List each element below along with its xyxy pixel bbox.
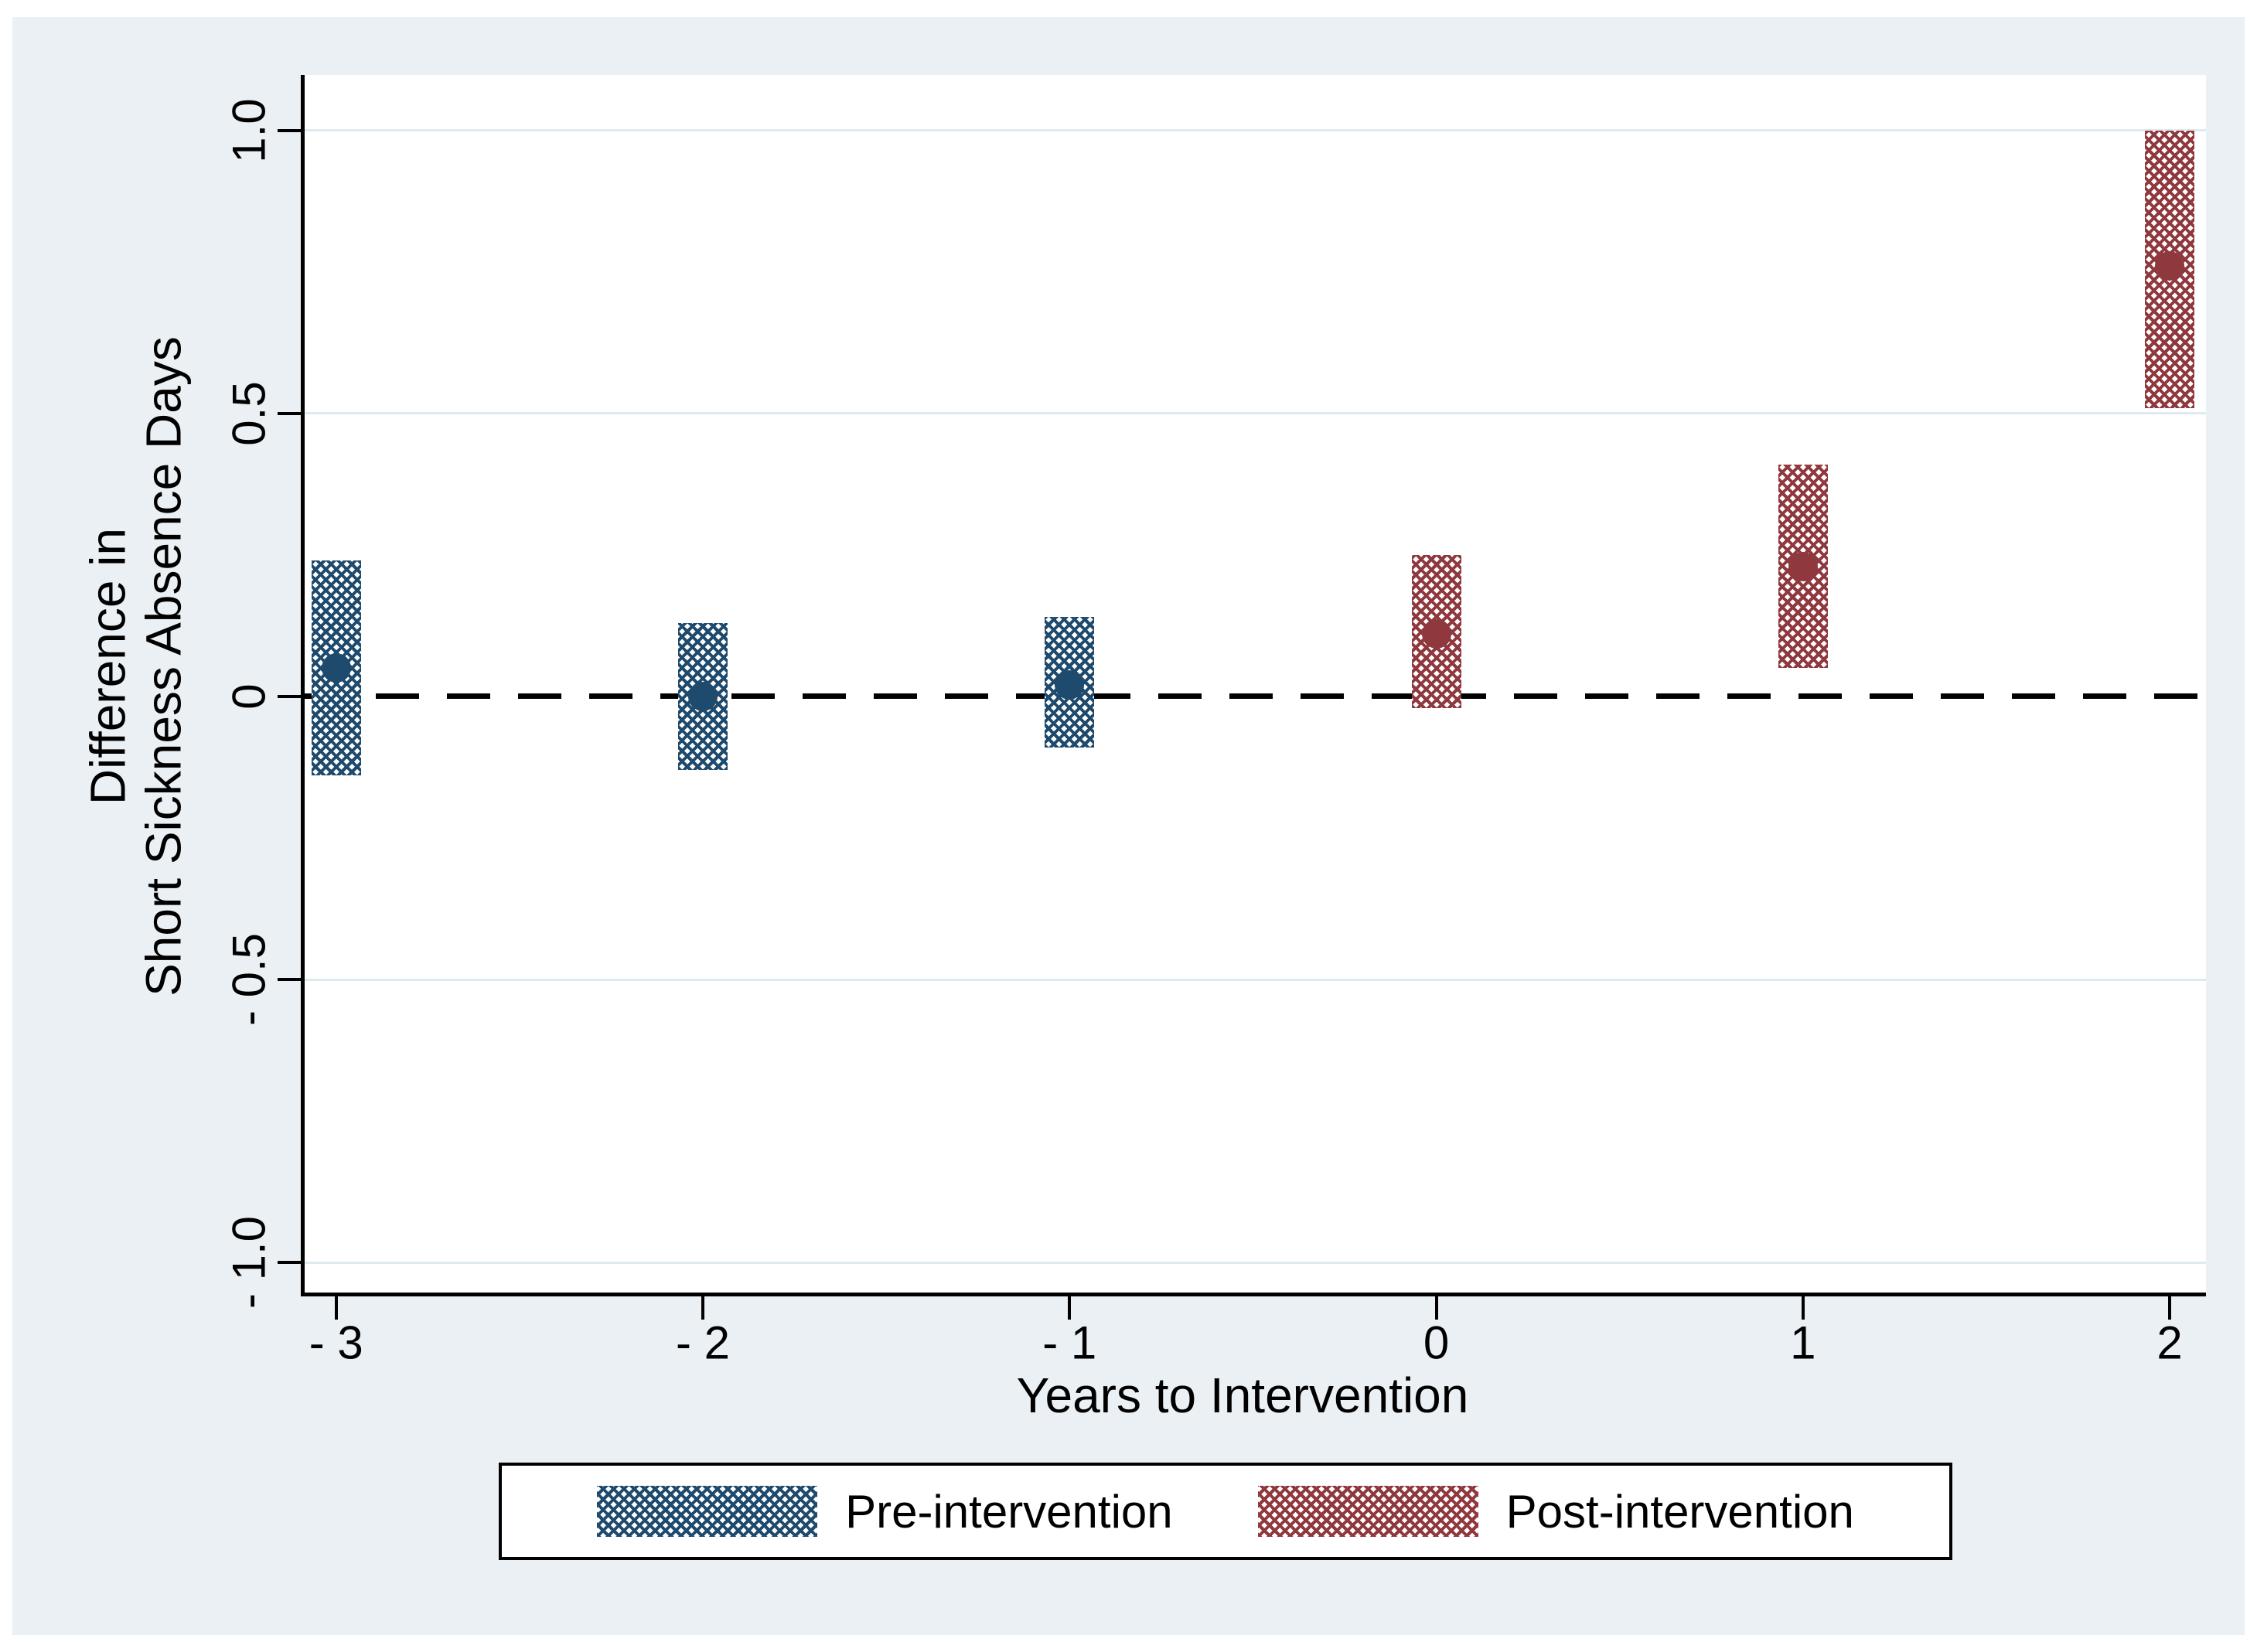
point-estimate-post-intervention <box>2155 251 2185 281</box>
y-axis-title-line1: Difference in <box>80 527 136 806</box>
x-tick-label: 2 <box>2156 1316 2183 1369</box>
y-axis-title: Difference in Short Sickness Absence Day… <box>80 336 191 996</box>
graph-region: Difference in Short Sickness Absence Day… <box>12 17 2245 1635</box>
x-tick-label: 1 <box>1790 1316 1816 1369</box>
x-axis-title: Years to Intervention <box>1016 1368 1469 1423</box>
y-axis-tick <box>278 694 301 698</box>
x-axis-tick <box>701 1296 705 1320</box>
x-tick-label: - 3 <box>309 1316 363 1369</box>
x-tick-label: - 2 <box>676 1316 731 1369</box>
x-axis-tick <box>1434 1296 1438 1320</box>
point-estimate-post-intervention <box>1421 619 1451 649</box>
gridline <box>305 978 2206 981</box>
x-axis-tick <box>334 1296 338 1320</box>
y-tick-label: 0 <box>223 683 275 710</box>
gridline <box>305 412 2206 415</box>
point-estimate-pre-intervention <box>321 653 351 683</box>
point-estimate-pre-intervention <box>1055 670 1085 700</box>
x-axis-tick <box>1801 1296 1805 1320</box>
y-axis-tick <box>278 978 301 982</box>
y-axis-tick <box>278 128 301 132</box>
legend: Pre-intervention Post-intervention <box>499 1463 1952 1560</box>
gridline <box>305 129 2206 132</box>
point-estimate-pre-intervention <box>688 681 718 711</box>
pre-intervention-swatch <box>597 1486 818 1537</box>
y-tick-label: - 1.0 <box>223 1216 275 1310</box>
x-axis-tick <box>1068 1296 1072 1320</box>
y-tick-label: 1.0 <box>223 98 275 163</box>
plot-area: 1.0 0.5 0 - 0.5 - 1.0 - 3 - 2 - 1 0 1 2 <box>223 75 2206 1369</box>
x-axis-tick <box>2168 1296 2172 1320</box>
y-axis-tick <box>278 1261 301 1265</box>
gridline <box>305 1261 2206 1264</box>
zero-reference-line <box>305 693 2206 700</box>
x-tick-label: - 1 <box>1042 1316 1097 1369</box>
y-tick-label: 0.5 <box>223 381 275 446</box>
y-axis-title-line2: Short Sickness Absence Days <box>135 336 191 996</box>
legend-label-pre-intervention: Pre-intervention <box>845 1485 1173 1538</box>
post-intervention-swatch <box>1257 1486 1478 1537</box>
legend-label-post-intervention: Post-intervention <box>1505 1485 1854 1538</box>
x-tick-label: 0 <box>1423 1316 1450 1369</box>
legend-entry-pre-intervention: Pre-intervention <box>597 1485 1173 1538</box>
point-estimate-post-intervention <box>1788 551 1818 581</box>
legend-entry-post-intervention: Post-intervention <box>1257 1485 1854 1538</box>
y-axis-tick <box>278 411 301 415</box>
y-tick-label: - 0.5 <box>223 933 275 1027</box>
